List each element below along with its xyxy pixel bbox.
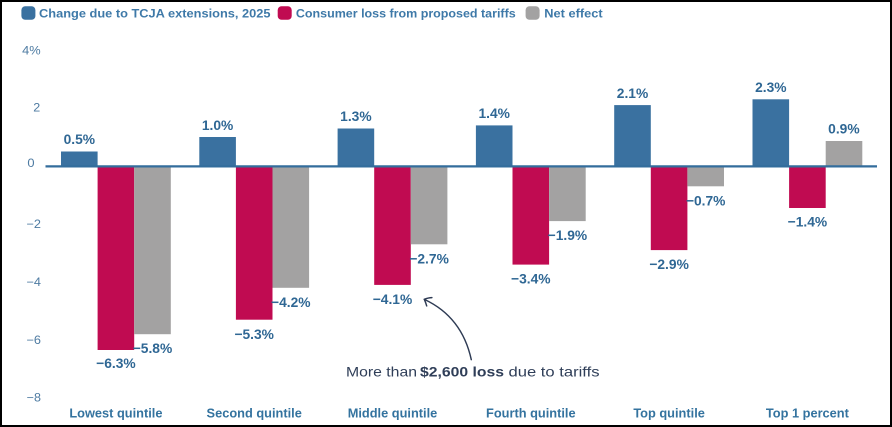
svg-text:More than: More than	[346, 364, 417, 380]
svg-text:−0.7%: −0.7%	[686, 193, 726, 208]
svg-text:−4.1%: −4.1%	[373, 292, 413, 307]
svg-text:0.5%: 0.5%	[64, 132, 95, 147]
svg-text:2: 2	[33, 102, 40, 115]
svg-text:Middle quintile: Middle quintile	[348, 405, 438, 420]
svg-text:Net effect: Net effect	[544, 6, 602, 20]
svg-text:Top quintile: Top quintile	[633, 405, 705, 420]
svg-text:2.1%: 2.1%	[617, 86, 648, 101]
svg-text:Second quintile: Second quintile	[207, 405, 302, 420]
svg-text:1.3%: 1.3%	[340, 109, 371, 124]
svg-text:0: 0	[27, 157, 35, 170]
svg-text:−6.3%: −6.3%	[96, 356, 136, 371]
svg-text:Change due to TCJA extensions,: Change due to TCJA extensions, 2025	[39, 6, 271, 20]
svg-text:2.3%: 2.3%	[755, 80, 786, 95]
svg-text:−8: −8	[27, 392, 41, 405]
svg-text:−1.4%: −1.4%	[788, 215, 828, 230]
svg-text:0.9%: 0.9%	[828, 122, 859, 137]
svg-text:Fourth quintile: Fourth quintile	[486, 405, 576, 420]
svg-text:−2: −2	[27, 218, 42, 231]
svg-text:−6: −6	[27, 334, 42, 347]
svg-text:−2.9%: −2.9%	[649, 257, 689, 272]
svg-text:−3.4%: −3.4%	[511, 272, 551, 287]
svg-text:−2.7%: −2.7%	[409, 251, 449, 266]
svg-text:4%: 4%	[22, 45, 41, 58]
svg-text:Top 1 percent: Top 1 percent	[766, 405, 850, 420]
svg-text:−4: −4	[27, 276, 42, 289]
svg-text:−5.8%: −5.8%	[133, 341, 173, 356]
svg-text:Consumer loss from proposed ta: Consumer loss from proposed tariffs	[296, 6, 516, 20]
svg-text:$2,600 loss: $2,600 loss	[420, 364, 504, 380]
svg-text:−5.3%: −5.3%	[234, 327, 274, 342]
svg-text:1.0%: 1.0%	[202, 118, 233, 133]
svg-text:−1.9%: −1.9%	[548, 228, 588, 243]
svg-text:due to tariffs: due to tariffs	[509, 364, 600, 380]
svg-text:1.4%: 1.4%	[478, 106, 509, 121]
svg-text:−4.2%: −4.2%	[271, 295, 311, 310]
svg-text:Lowest quintile: Lowest quintile	[69, 405, 162, 420]
